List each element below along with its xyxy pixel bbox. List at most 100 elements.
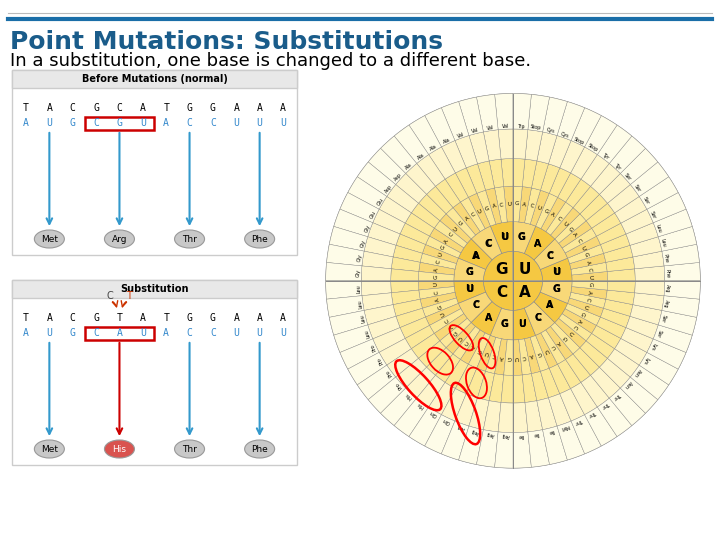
Polygon shape xyxy=(405,213,434,236)
Polygon shape xyxy=(340,339,379,369)
Polygon shape xyxy=(525,338,541,374)
Text: U: U xyxy=(500,232,508,242)
Polygon shape xyxy=(525,130,543,161)
Text: A: A xyxy=(546,301,554,310)
Polygon shape xyxy=(426,348,453,375)
Polygon shape xyxy=(513,281,543,310)
Text: Arg: Arg xyxy=(112,234,127,244)
Polygon shape xyxy=(537,132,557,164)
FancyBboxPatch shape xyxy=(12,70,297,255)
Polygon shape xyxy=(557,421,585,460)
Polygon shape xyxy=(469,132,489,164)
Text: C: C xyxy=(585,297,590,302)
Text: Leu: Leu xyxy=(655,224,662,234)
Polygon shape xyxy=(469,193,490,228)
Polygon shape xyxy=(428,382,455,415)
Polygon shape xyxy=(501,159,513,187)
Text: G: G xyxy=(441,245,446,251)
Text: Thr: Thr xyxy=(612,391,621,400)
Text: Cys: Cys xyxy=(546,127,555,134)
Polygon shape xyxy=(368,377,405,413)
Text: Lys: Lys xyxy=(649,342,657,352)
Polygon shape xyxy=(592,326,621,349)
Polygon shape xyxy=(485,188,501,224)
Polygon shape xyxy=(445,360,469,389)
Text: G: G xyxy=(500,319,508,329)
Polygon shape xyxy=(562,309,596,333)
Polygon shape xyxy=(446,208,475,239)
Text: A: A xyxy=(586,290,592,294)
Text: A: A xyxy=(233,103,239,113)
Polygon shape xyxy=(596,223,626,245)
Polygon shape xyxy=(362,293,393,310)
Polygon shape xyxy=(567,298,603,317)
Text: T: T xyxy=(23,103,29,113)
Polygon shape xyxy=(329,226,368,251)
Polygon shape xyxy=(459,239,492,269)
Text: U: U xyxy=(233,118,239,128)
Polygon shape xyxy=(477,335,496,372)
Polygon shape xyxy=(368,222,400,245)
Text: T: T xyxy=(23,313,29,323)
Text: U: U xyxy=(553,268,560,276)
Polygon shape xyxy=(327,244,364,266)
Text: G: G xyxy=(117,118,122,128)
Text: G: G xyxy=(518,233,526,242)
Polygon shape xyxy=(471,302,502,335)
Text: Substitution: Substitution xyxy=(120,284,189,294)
Polygon shape xyxy=(418,341,446,367)
Polygon shape xyxy=(409,116,441,154)
Polygon shape xyxy=(639,353,678,385)
Polygon shape xyxy=(534,292,567,322)
Polygon shape xyxy=(379,339,411,365)
Polygon shape xyxy=(418,272,454,281)
Polygon shape xyxy=(630,365,669,400)
Polygon shape xyxy=(585,116,617,154)
Polygon shape xyxy=(396,173,426,203)
Ellipse shape xyxy=(245,230,274,248)
Polygon shape xyxy=(334,209,373,237)
Text: Phe: Phe xyxy=(665,268,670,278)
Text: Ala: Ala xyxy=(416,152,426,161)
Polygon shape xyxy=(423,245,459,264)
Polygon shape xyxy=(546,202,573,235)
Polygon shape xyxy=(434,221,467,248)
Polygon shape xyxy=(541,197,566,232)
Polygon shape xyxy=(519,339,531,375)
Text: G: G xyxy=(495,262,508,277)
Text: A: A xyxy=(163,328,169,338)
Polygon shape xyxy=(436,179,460,208)
Polygon shape xyxy=(571,415,601,454)
Text: Asp: Asp xyxy=(384,184,393,194)
Polygon shape xyxy=(469,333,490,368)
Ellipse shape xyxy=(35,440,64,458)
Polygon shape xyxy=(608,185,639,213)
Text: C: C xyxy=(186,328,192,338)
Polygon shape xyxy=(340,193,379,222)
Text: C: C xyxy=(434,290,440,294)
Polygon shape xyxy=(411,333,440,359)
Text: U: U xyxy=(507,201,511,207)
Text: A: A xyxy=(117,328,122,338)
Polygon shape xyxy=(571,147,598,179)
Polygon shape xyxy=(634,281,665,296)
Polygon shape xyxy=(570,292,606,308)
Text: A: A xyxy=(46,103,53,113)
Text: A: A xyxy=(46,313,53,323)
Text: Ser: Ser xyxy=(649,210,657,219)
Polygon shape xyxy=(387,185,418,213)
Text: G: G xyxy=(466,267,474,277)
Text: G: G xyxy=(582,252,588,258)
Polygon shape xyxy=(418,281,454,290)
Polygon shape xyxy=(504,186,513,222)
Polygon shape xyxy=(423,298,459,317)
Text: A: A xyxy=(471,343,477,350)
Text: G: G xyxy=(93,313,99,323)
Text: Thr: Thr xyxy=(182,444,197,454)
Polygon shape xyxy=(626,222,658,245)
Text: A: A xyxy=(518,285,531,300)
Polygon shape xyxy=(559,221,592,248)
Text: G: G xyxy=(485,205,490,212)
Polygon shape xyxy=(658,226,697,251)
Polygon shape xyxy=(615,197,647,223)
